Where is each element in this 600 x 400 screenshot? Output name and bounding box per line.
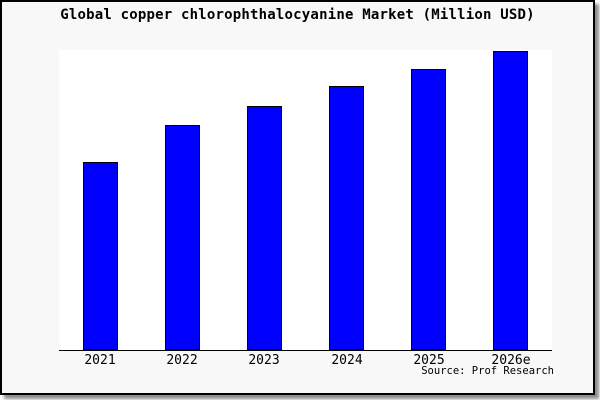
bar-2026e [493, 51, 528, 350]
x-tick-label-2026e: 2026e [491, 353, 531, 368]
x-tick-label-2025: 2025 [413, 353, 445, 368]
x-tick-label-2021: 2021 [84, 353, 116, 368]
x-tick-label-2023: 2023 [248, 353, 280, 368]
chart-title: Global copper chlorophthalocyanine Marke… [60, 7, 535, 23]
bar-2021 [83, 162, 118, 350]
chart-frame: Global copper chlorophthalocyanine Marke… [0, 0, 595, 395]
bar-2023 [247, 106, 282, 350]
bar-2022 [165, 125, 200, 350]
source-note: Source: Prof Research [421, 365, 554, 377]
bar-2024 [329, 86, 364, 350]
x-tick-label-2022: 2022 [166, 353, 198, 368]
x-tick-label-2024: 2024 [331, 353, 363, 368]
plot-area [59, 50, 552, 351]
bar-2025 [411, 69, 446, 350]
